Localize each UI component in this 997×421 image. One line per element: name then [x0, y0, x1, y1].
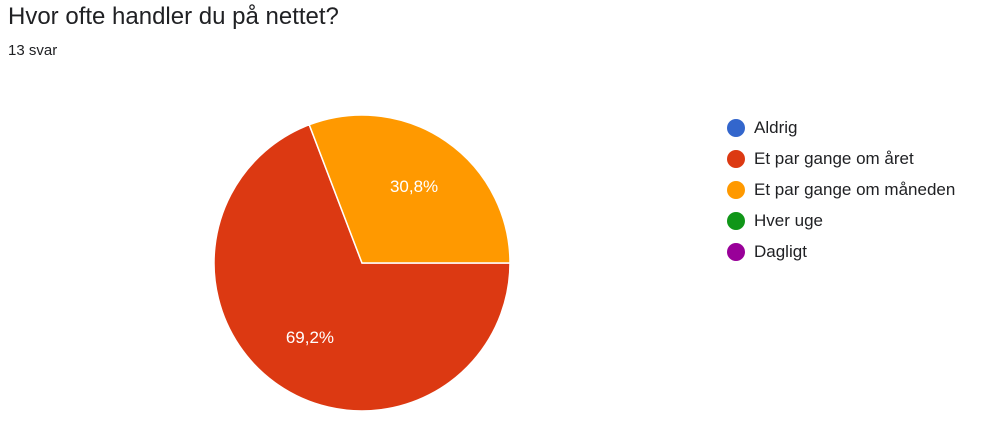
legend-label: Et par gange om måneden — [754, 179, 956, 199]
legend-swatch — [727, 211, 745, 230]
legend-label: Hver uge — [754, 210, 823, 230]
legend-item[interactable]: Dagligt — [727, 236, 955, 267]
legend-swatch — [727, 118, 745, 137]
legend-swatch — [727, 149, 745, 168]
pie-slice[interactable] — [213, 123, 511, 412]
pie-slice[interactable] — [308, 114, 511, 264]
legend-label: Dagligt — [754, 241, 807, 261]
legend: Aldrig Et par gange om året Et par gange o… — [727, 112, 955, 267]
legend-label: Aldrig — [754, 117, 798, 137]
legend-item[interactable]: Hver uge — [727, 205, 955, 236]
legend-swatch — [727, 242, 745, 261]
slice-data-label: 69,2% — [286, 328, 334, 347]
legend-label: Et par gange om året — [754, 148, 914, 168]
response-count: 13 svar — [8, 42, 58, 59]
slice-data-label: 30,8% — [390, 177, 438, 196]
legend-item[interactable]: Et par gange om året — [727, 143, 955, 174]
legend-item[interactable]: Aldrig — [727, 112, 955, 143]
legend-swatch — [727, 180, 745, 199]
legend-item[interactable]: Et par gange om måneden — [727, 174, 955, 205]
chart-title: Hvor ofte handler du på nettet? — [8, 3, 339, 30]
